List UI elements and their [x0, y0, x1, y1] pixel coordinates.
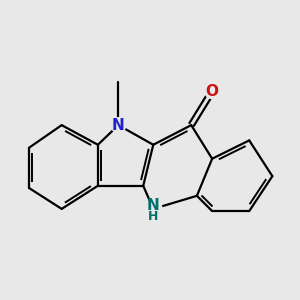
Text: H: H	[148, 210, 158, 223]
Text: N: N	[112, 118, 125, 133]
Circle shape	[145, 200, 162, 218]
Text: N: N	[147, 198, 160, 213]
Circle shape	[111, 118, 126, 133]
Text: O: O	[206, 84, 219, 99]
Circle shape	[205, 84, 220, 98]
